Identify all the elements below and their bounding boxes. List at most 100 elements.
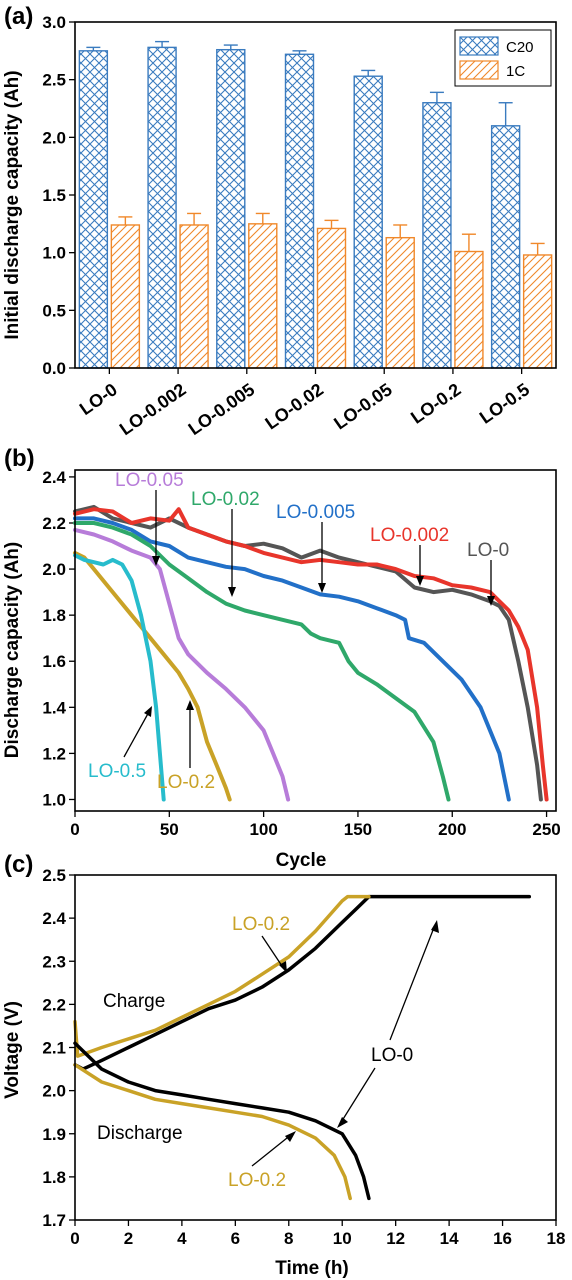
y-tick-label: 2.5: [42, 71, 66, 90]
x-tick-label: 16: [493, 1229, 512, 1248]
y-tick-label: 1.5: [42, 186, 66, 205]
line-lo-0-005: [73, 516, 511, 802]
y-tick-label: 2.0: [42, 128, 66, 147]
bar-1c: [316, 227, 347, 369]
line-lo-0-002: [73, 507, 549, 802]
panel-b-lines: [73, 504, 549, 802]
legend-swatch-1c: [459, 60, 499, 80]
x-tick-label: 18: [547, 1229, 566, 1248]
x-tick-label: 6: [231, 1229, 240, 1248]
x-tick-label: LO-0.002: [116, 379, 190, 439]
annotation-lo-002: LO-0.02: [191, 489, 260, 510]
y-tick-label: 1.0: [42, 244, 66, 263]
arrowhead-lo-0002: [416, 576, 424, 586]
legend-swatch-c20: [459, 36, 499, 56]
arrowhead-lo-0: [487, 596, 495, 606]
arrow-lo-02-discharge: [251, 1133, 293, 1167]
annotation-lo-05: LO-0.5: [88, 761, 146, 782]
arrowhead-lo-0005: [318, 583, 326, 593]
bar-c20: [78, 50, 109, 369]
bar-1c: [110, 224, 141, 369]
y-tick-label: 2.5: [42, 866, 66, 885]
line-lo-0-02: [73, 521, 451, 802]
arrow-lo-05: [123, 709, 151, 758]
y-tick-label: 1.6: [42, 652, 66, 671]
line-lo-0-05: [73, 527, 291, 802]
panel-c-label: (c): [4, 851, 33, 878]
legend-label-c20: C20: [506, 39, 534, 56]
annotation-discharge: Discharge: [97, 1123, 183, 1144]
x-tick-label: 0: [70, 1229, 79, 1248]
annotation-lo-0: LO-0: [371, 1045, 413, 1066]
panel-b-label: (b): [4, 445, 35, 472]
panel-a-legend: C20 1C: [454, 29, 552, 87]
panel-a-y-axis-label: Initial discharge capacity (Ah): [2, 70, 23, 339]
panel-a-label: (a): [4, 3, 33, 30]
panel-b-ticks: 1.0 1.2 1.4 1.6 1.8 2.0 2.2 2.4 0 50 100 150 200 250: [42, 468, 560, 839]
x-tick-label: 12: [386, 1229, 405, 1248]
panel-b-frame: [74, 469, 557, 812]
y-tick-label: 0.5: [42, 301, 66, 320]
arrowhead-lo-0-charge: [431, 920, 439, 933]
y-tick-label: 2.4: [42, 909, 66, 928]
x-tick-label: LO-0: [76, 379, 121, 419]
panel-a-bars: [78, 40, 553, 369]
x-tick-label: LO-0.5: [476, 379, 533, 428]
annotation-lo-0002: LO-0.002: [370, 525, 449, 546]
x-tick-label: 50: [160, 820, 179, 839]
bar-c20: [284, 53, 315, 369]
line-lo-0-5: [73, 553, 166, 802]
panel-b-annotations: LO-0 LO-0.002 LO-0.005 LO-0.02 LO-0.05 L…: [88, 470, 509, 793]
panel-b-y-axis-label: Discharge capacity (Ah): [2, 542, 23, 758]
line-lo-0-2: [73, 550, 232, 802]
y-tick-label: 1.8: [42, 606, 66, 625]
y-tick-label: 2.3: [42, 952, 66, 971]
y-tick-label: 2.2: [42, 995, 66, 1014]
panel-b-x-axis-label: Cycle: [276, 850, 327, 871]
y-tick-label: 1.2: [42, 744, 66, 763]
bar-c20: [147, 46, 177, 369]
legend-label-1c: 1C: [506, 63, 525, 80]
y-tick-label: 1.0: [42, 790, 66, 809]
bar-c20: [490, 125, 521, 369]
y-tick-label: 2.0: [42, 1082, 66, 1101]
bar-1c: [179, 224, 209, 369]
bar-1c: [522, 254, 553, 369]
panel-c-ticks: 1.7 1.8 1.9 2.0 2.1 2.2 2.3 2.4 2.5 0 2 4 6 8 10 12 14 16…: [42, 866, 565, 1248]
x-tick-label: LO-0.2: [407, 379, 464, 428]
panel-a-frame: [74, 21, 557, 369]
arrowhead-lo-02: [186, 700, 194, 710]
x-tick-label: 100: [249, 820, 277, 839]
arrowhead-lo-02-discharge: [285, 1131, 296, 1142]
panel-a: (a) Initial discharge capacity (Ah) 0.0 0…: [2, 3, 557, 439]
x-tick-label: 2: [124, 1229, 133, 1248]
y-tick-label: 2.4: [42, 468, 66, 487]
x-tick-label: 0: [70, 820, 79, 839]
annotation-lo-0005: LO-0.005: [276, 502, 355, 523]
arrow-lo-0-discharge: [339, 1067, 376, 1125]
arrowhead-lo-05: [144, 706, 152, 717]
y-tick-label: 2.2: [42, 514, 66, 533]
bar-c20: [422, 102, 452, 369]
panel-c-lines: [73, 894, 532, 1201]
annotation-lo-005: LO-0.05: [115, 470, 184, 491]
line-lo-0-2-charge: [73, 894, 371, 1058]
x-tick-label: LO-0.005: [185, 379, 259, 439]
arrow-lo-02-charge: [261, 935, 285, 970]
x-tick-label: LO-0.02: [261, 379, 327, 433]
annotation-lo-0: LO-0: [467, 540, 509, 561]
arrowhead-lo-005: [152, 556, 160, 566]
panel-b: (b) Discharge capacity (Ah) Cycle 1.0 1.2…: [2, 445, 561, 871]
x-tick-label: 4: [177, 1229, 187, 1248]
x-tick-label: 250: [532, 820, 560, 839]
arrowhead-lo-0-discharge: [337, 1117, 348, 1128]
x-tick-label: LO-0.05: [330, 379, 396, 433]
panel-c: (c) Voltage (V) Time (h) 1.7 1.8 1.9 2.0 2.1…: [2, 851, 565, 1279]
annotation-lo-02-charge: LO-0.2: [232, 914, 290, 935]
panel-c-annotations: Charge Discharge LO-0.2 LO-0 LO-0.2: [97, 914, 439, 1191]
x-tick-label: 8: [284, 1229, 293, 1248]
annotation-lo-02: LO-0.2: [157, 772, 215, 793]
x-tick-label: 200: [438, 820, 466, 839]
y-tick-label: 1.8: [42, 1168, 66, 1187]
